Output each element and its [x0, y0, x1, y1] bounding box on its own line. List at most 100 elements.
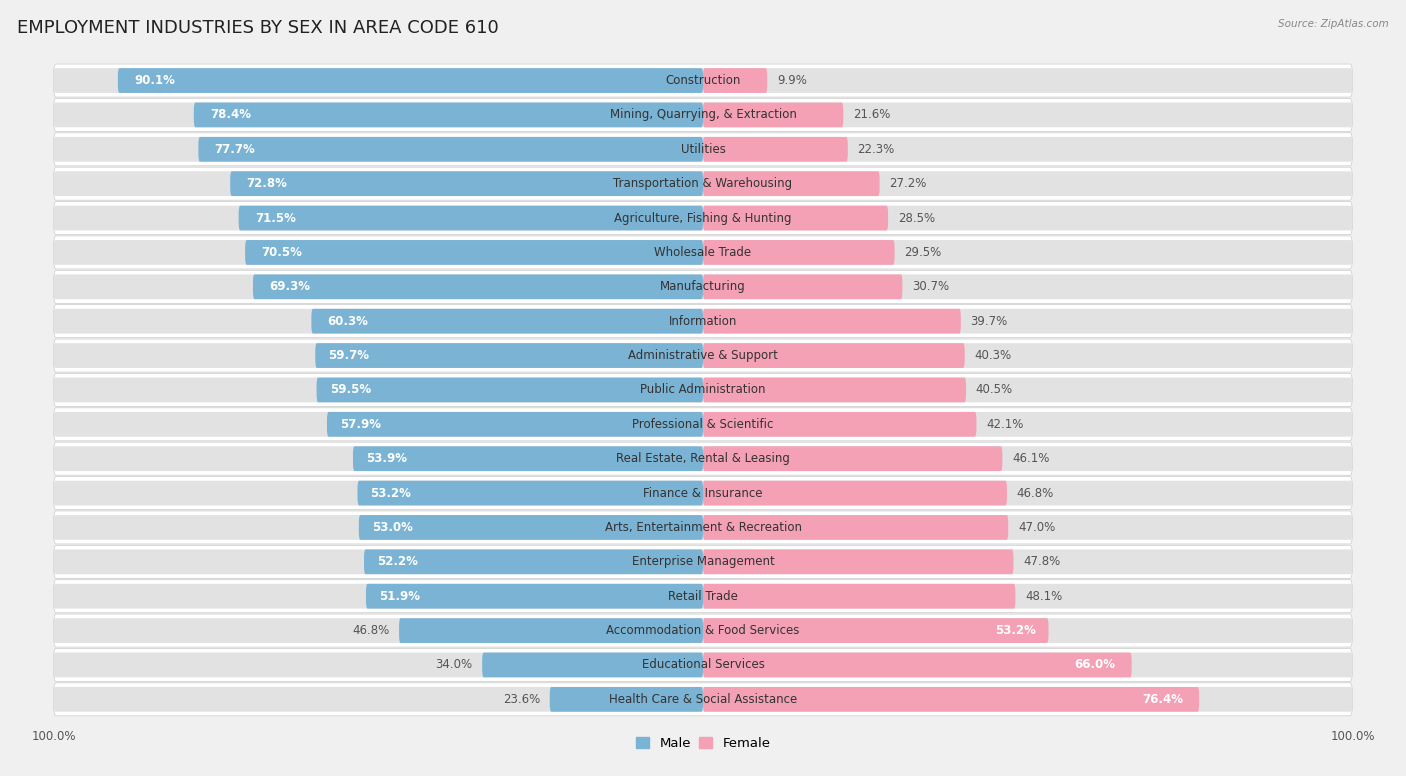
Text: 28.5%: 28.5% — [898, 212, 935, 224]
Text: Wholesale Trade: Wholesale Trade — [654, 246, 752, 259]
FancyBboxPatch shape — [703, 480, 1007, 505]
FancyBboxPatch shape — [53, 236, 1353, 269]
Text: 60.3%: 60.3% — [328, 315, 368, 327]
FancyBboxPatch shape — [53, 68, 1353, 93]
FancyBboxPatch shape — [231, 171, 703, 196]
FancyBboxPatch shape — [703, 240, 894, 265]
Text: 70.5%: 70.5% — [262, 246, 302, 259]
Text: 59.7%: 59.7% — [328, 349, 370, 362]
FancyBboxPatch shape — [703, 687, 1199, 712]
FancyBboxPatch shape — [703, 343, 965, 368]
FancyBboxPatch shape — [703, 206, 889, 230]
FancyBboxPatch shape — [53, 546, 1353, 578]
FancyBboxPatch shape — [53, 202, 1353, 234]
FancyBboxPatch shape — [703, 618, 1049, 643]
FancyBboxPatch shape — [366, 584, 703, 608]
Text: 51.9%: 51.9% — [380, 590, 420, 603]
Text: 40.3%: 40.3% — [974, 349, 1011, 362]
Text: 77.7%: 77.7% — [215, 143, 256, 156]
FancyBboxPatch shape — [703, 378, 966, 402]
FancyBboxPatch shape — [703, 515, 1008, 540]
Text: 47.0%: 47.0% — [1018, 521, 1056, 534]
FancyBboxPatch shape — [53, 584, 1353, 608]
FancyBboxPatch shape — [315, 343, 703, 368]
FancyBboxPatch shape — [328, 412, 703, 437]
Text: Utilities: Utilities — [681, 143, 725, 156]
Text: 66.0%: 66.0% — [1074, 659, 1115, 671]
FancyBboxPatch shape — [53, 309, 1353, 334]
FancyBboxPatch shape — [53, 476, 1353, 510]
FancyBboxPatch shape — [53, 339, 1353, 372]
FancyBboxPatch shape — [53, 515, 1353, 540]
Legend: Male, Female: Male, Female — [630, 731, 776, 755]
Text: 71.5%: 71.5% — [254, 212, 295, 224]
FancyBboxPatch shape — [53, 64, 1353, 97]
FancyBboxPatch shape — [53, 683, 1353, 715]
FancyBboxPatch shape — [53, 133, 1353, 166]
Text: 9.9%: 9.9% — [778, 74, 807, 87]
FancyBboxPatch shape — [245, 240, 703, 265]
FancyBboxPatch shape — [198, 137, 703, 161]
FancyBboxPatch shape — [118, 68, 703, 93]
Text: 27.2%: 27.2% — [890, 177, 927, 190]
FancyBboxPatch shape — [53, 275, 1353, 300]
FancyBboxPatch shape — [194, 102, 703, 127]
FancyBboxPatch shape — [53, 137, 1353, 161]
Text: 69.3%: 69.3% — [269, 280, 311, 293]
Text: 53.0%: 53.0% — [371, 521, 413, 534]
Text: 30.7%: 30.7% — [912, 280, 949, 293]
FancyBboxPatch shape — [703, 584, 1015, 608]
FancyBboxPatch shape — [703, 412, 976, 437]
Text: 46.1%: 46.1% — [1012, 452, 1049, 465]
FancyBboxPatch shape — [316, 378, 703, 402]
Text: 29.5%: 29.5% — [904, 246, 942, 259]
Text: 53.2%: 53.2% — [371, 487, 412, 500]
FancyBboxPatch shape — [53, 408, 1353, 441]
FancyBboxPatch shape — [311, 309, 703, 334]
FancyBboxPatch shape — [703, 653, 1132, 677]
Text: 59.5%: 59.5% — [329, 383, 371, 397]
FancyBboxPatch shape — [703, 275, 903, 300]
Text: Accommodation & Food Services: Accommodation & Food Services — [606, 624, 800, 637]
Text: 53.9%: 53.9% — [366, 452, 406, 465]
FancyBboxPatch shape — [53, 580, 1353, 613]
FancyBboxPatch shape — [253, 275, 703, 300]
FancyBboxPatch shape — [53, 687, 1353, 712]
Text: Finance & Insurance: Finance & Insurance — [644, 487, 762, 500]
Text: Educational Services: Educational Services — [641, 659, 765, 671]
Text: Arts, Entertainment & Recreation: Arts, Entertainment & Recreation — [605, 521, 801, 534]
Text: 23.6%: 23.6% — [503, 693, 540, 706]
FancyBboxPatch shape — [53, 305, 1353, 338]
Text: Transportation & Warehousing: Transportation & Warehousing — [613, 177, 793, 190]
Text: 48.1%: 48.1% — [1025, 590, 1063, 603]
FancyBboxPatch shape — [703, 446, 1002, 471]
FancyBboxPatch shape — [364, 549, 703, 574]
Text: Public Administration: Public Administration — [640, 383, 766, 397]
Text: Construction: Construction — [665, 74, 741, 87]
Text: 53.2%: 53.2% — [994, 624, 1035, 637]
FancyBboxPatch shape — [703, 171, 880, 196]
Text: 90.1%: 90.1% — [134, 74, 174, 87]
FancyBboxPatch shape — [53, 206, 1353, 230]
Text: Information: Information — [669, 315, 737, 327]
FancyBboxPatch shape — [703, 309, 960, 334]
Text: Manufacturing: Manufacturing — [661, 280, 745, 293]
Text: EMPLOYMENT INDUSTRIES BY SEX IN AREA CODE 610: EMPLOYMENT INDUSTRIES BY SEX IN AREA COD… — [17, 19, 499, 37]
FancyBboxPatch shape — [53, 446, 1353, 471]
FancyBboxPatch shape — [53, 480, 1353, 505]
FancyBboxPatch shape — [53, 167, 1353, 200]
FancyBboxPatch shape — [550, 687, 703, 712]
Text: 57.9%: 57.9% — [340, 417, 381, 431]
Text: 21.6%: 21.6% — [853, 109, 890, 121]
FancyBboxPatch shape — [703, 102, 844, 127]
FancyBboxPatch shape — [53, 171, 1353, 196]
FancyBboxPatch shape — [53, 99, 1353, 131]
Text: 34.0%: 34.0% — [436, 659, 472, 671]
Text: Agriculture, Fishing & Hunting: Agriculture, Fishing & Hunting — [614, 212, 792, 224]
FancyBboxPatch shape — [53, 378, 1353, 402]
Text: Administrative & Support: Administrative & Support — [628, 349, 778, 362]
Text: 76.4%: 76.4% — [1142, 693, 1182, 706]
Text: Real Estate, Rental & Leasing: Real Estate, Rental & Leasing — [616, 452, 790, 465]
Text: 40.5%: 40.5% — [976, 383, 1012, 397]
FancyBboxPatch shape — [53, 373, 1353, 407]
